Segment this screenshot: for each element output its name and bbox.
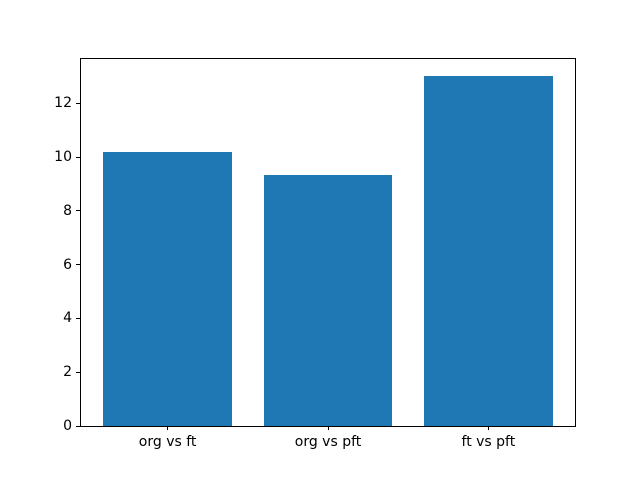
bar-org-vs-ft: [103, 151, 232, 426]
bar-org-vs-pft: [263, 174, 393, 426]
y-tick-mark: [76, 317, 80, 319]
x-tick-mark: [327, 426, 329, 430]
y-tick-mark: [76, 210, 80, 212]
y-tick-label: 2: [63, 364, 72, 381]
y-tick-mark: [76, 264, 80, 266]
y-tick-mark: [76, 156, 80, 158]
y-tick-label: 0: [63, 418, 72, 434]
axes: [80, 58, 576, 427]
y-tick-mark: [76, 371, 80, 373]
x-tick-mark: [167, 426, 169, 430]
x-tick-label-org-vs-ft: org vs ft: [138, 434, 197, 450]
y-tick-mark: [76, 425, 80, 427]
y-tick-label: 6: [63, 256, 72, 273]
y-tick-label: 12: [54, 95, 72, 112]
y-tick-mark: [76, 102, 80, 104]
x-tick-label-org-vs-pft: org vs pft: [294, 434, 362, 450]
y-tick-label: 10: [54, 149, 72, 166]
x-tick-mark: [487, 426, 489, 430]
y-tick-label: 8: [63, 202, 72, 219]
y-tick-label: 4: [63, 310, 72, 327]
x-tick-label-ft-vs-pft: ft vs pft: [461, 434, 516, 450]
bar-ft-vs-pft: [424, 76, 553, 426]
